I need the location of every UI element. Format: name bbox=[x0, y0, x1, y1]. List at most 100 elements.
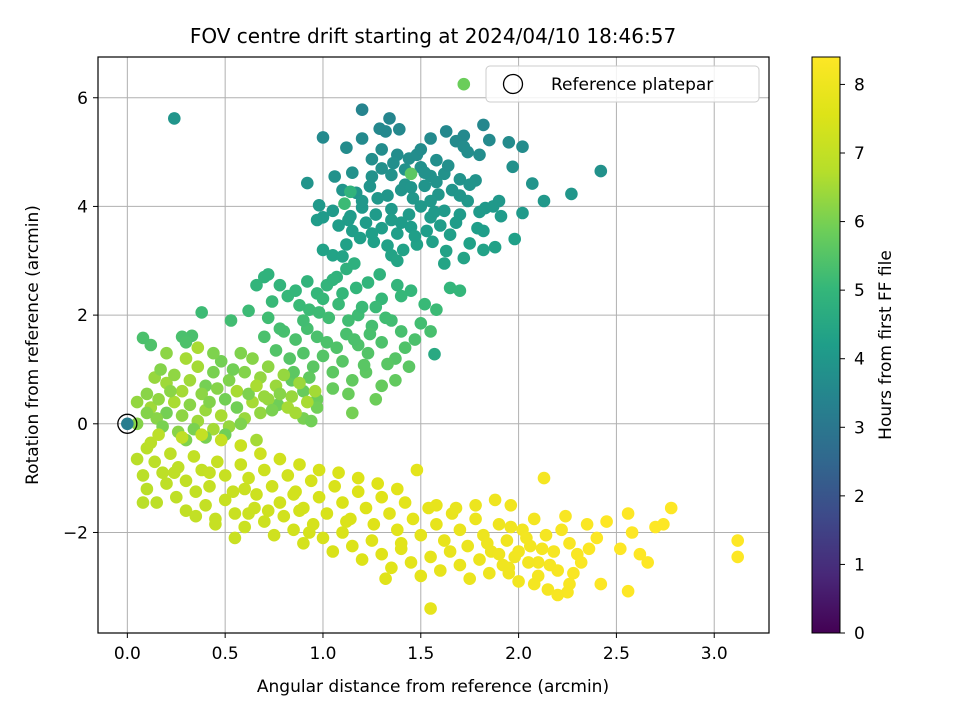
data-point bbox=[152, 393, 165, 406]
data-point bbox=[457, 77, 471, 91]
data-point bbox=[234, 439, 248, 452]
data-point bbox=[657, 518, 670, 531]
data-point bbox=[326, 249, 340, 262]
data-point bbox=[301, 395, 314, 409]
data-point bbox=[348, 257, 361, 270]
data-point bbox=[531, 556, 545, 569]
data-point bbox=[316, 531, 330, 545]
data-point bbox=[614, 542, 627, 556]
data-point bbox=[394, 325, 408, 338]
data-point bbox=[316, 131, 330, 144]
data-point bbox=[404, 556, 418, 569]
data-point bbox=[160, 477, 173, 490]
data-point bbox=[381, 357, 394, 371]
data-point bbox=[430, 518, 443, 531]
data-point bbox=[183, 398, 197, 412]
data-point bbox=[463, 237, 477, 250]
data-point bbox=[430, 303, 443, 317]
data-point bbox=[406, 192, 420, 205]
data-point bbox=[297, 537, 310, 550]
data-point bbox=[164, 384, 177, 398]
data-point bbox=[357, 358, 371, 372]
data-point bbox=[434, 564, 447, 577]
data-point bbox=[152, 428, 165, 442]
data-point bbox=[506, 160, 519, 174]
data-point bbox=[179, 474, 193, 488]
data-point bbox=[326, 204, 340, 218]
data-point bbox=[211, 382, 224, 395]
data-point bbox=[344, 185, 357, 199]
data-point bbox=[410, 463, 424, 477]
data-point bbox=[191, 360, 205, 374]
data-point bbox=[420, 224, 434, 238]
x-axis-label: Angular distance from reference (arcmin) bbox=[257, 677, 609, 697]
data-point bbox=[349, 281, 363, 295]
data-point bbox=[170, 490, 183, 504]
data-point bbox=[293, 376, 306, 390]
data-point bbox=[283, 352, 297, 365]
data-point bbox=[359, 216, 373, 229]
data-point bbox=[310, 401, 324, 414]
data-point bbox=[218, 469, 232, 482]
data-point bbox=[336, 355, 349, 368]
data-point bbox=[258, 390, 271, 403]
data-point bbox=[527, 577, 541, 591]
data-point bbox=[383, 507, 396, 520]
x-tick-label: 1.0 bbox=[309, 644, 336, 664]
data-point bbox=[381, 189, 394, 202]
data-point bbox=[195, 306, 208, 319]
data-point bbox=[469, 499, 482, 512]
data-point bbox=[365, 152, 379, 166]
data-point bbox=[156, 466, 169, 480]
data-point bbox=[203, 466, 216, 480]
data-point bbox=[144, 436, 158, 450]
data-point bbox=[312, 463, 326, 477]
data-point bbox=[402, 208, 416, 221]
data-point bbox=[483, 133, 496, 147]
reference-marker bbox=[117, 413, 138, 434]
data-point bbox=[238, 482, 251, 496]
data-point bbox=[461, 145, 475, 159]
data-point bbox=[303, 303, 316, 317]
data-point bbox=[453, 523, 467, 537]
data-point bbox=[404, 167, 418, 181]
data-point bbox=[641, 556, 654, 569]
data-point bbox=[353, 231, 367, 245]
x-tick-label: 0.0 bbox=[114, 644, 141, 664]
data-point bbox=[537, 194, 551, 208]
data-point bbox=[555, 523, 568, 537]
data-point bbox=[426, 235, 439, 249]
grid bbox=[98, 57, 769, 633]
data-point bbox=[269, 344, 283, 357]
data-point bbox=[136, 331, 150, 345]
data-point bbox=[424, 602, 437, 615]
legend-marker bbox=[502, 73, 524, 95]
data-point bbox=[316, 349, 330, 363]
data-point bbox=[375, 379, 389, 393]
data-point bbox=[346, 374, 359, 387]
data-point bbox=[387, 156, 400, 170]
data-point bbox=[328, 170, 342, 183]
data-point bbox=[369, 393, 383, 406]
data-point bbox=[402, 360, 416, 374]
data-point bbox=[516, 140, 529, 153]
data-point bbox=[234, 346, 248, 360]
data-point bbox=[164, 447, 177, 461]
data-point bbox=[404, 284, 418, 298]
data-point bbox=[574, 556, 588, 569]
data-point bbox=[258, 515, 271, 528]
data-point bbox=[398, 341, 412, 355]
data-point bbox=[218, 493, 232, 507]
data-point bbox=[293, 504, 306, 517]
data-point bbox=[140, 406, 154, 420]
data-point bbox=[214, 355, 228, 368]
data-point bbox=[414, 528, 428, 542]
colorbar-tick-label: 8 bbox=[854, 75, 865, 95]
data-point bbox=[439, 125, 453, 138]
data-point bbox=[340, 141, 353, 154]
data-point bbox=[355, 194, 369, 208]
data-point bbox=[496, 558, 510, 572]
data-point bbox=[731, 534, 744, 547]
data-point bbox=[273, 322, 287, 336]
data-point bbox=[512, 545, 525, 558]
